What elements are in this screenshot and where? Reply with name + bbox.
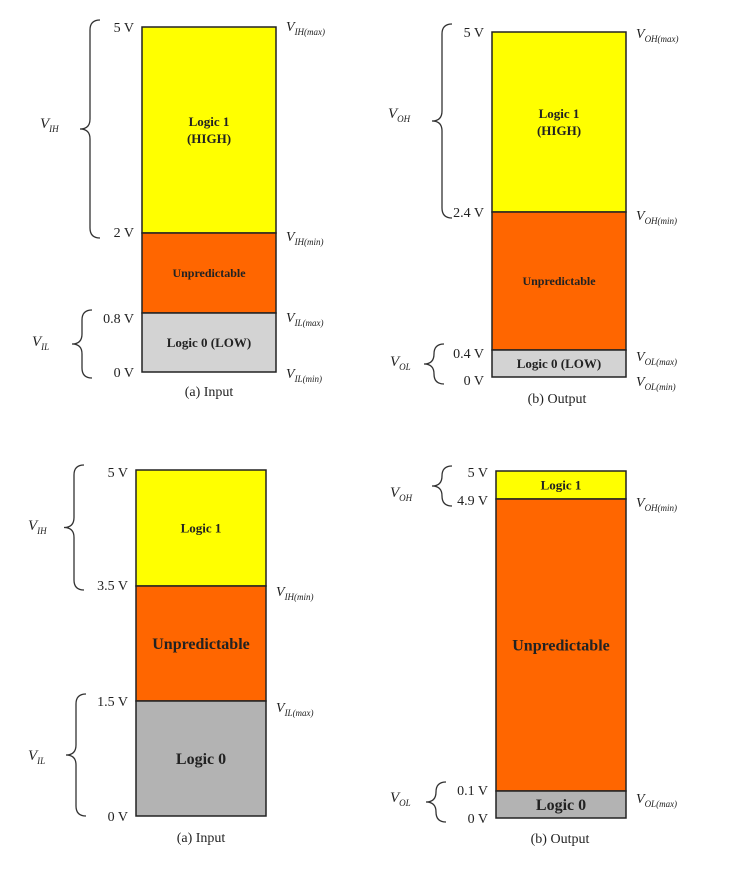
voltage-label: 0 V <box>108 810 128 825</box>
brace <box>79 19 101 239</box>
voltage-label: 0 V <box>464 374 484 389</box>
threshold-label: VOH(max) <box>636 27 679 44</box>
panel-2: Logic 1 (HIGH) Unpredictable Logic 0 (LOW) 5… <box>388 23 679 407</box>
region-undef-label: Unpredictable <box>512 638 609 655</box>
panels-layer: Logic 1 (HIGH) Unpredictable Logic 0 (LOW) 5… <box>28 19 679 847</box>
voltage-label: 0.4 V <box>453 347 484 362</box>
threshold-label: VIL(max) <box>286 311 324 328</box>
region-undef-label: Unpredictable <box>522 274 596 288</box>
brace-label: VIL <box>28 748 45 766</box>
panel-caption: (a) Input <box>177 831 226 846</box>
threshold-label: VIH(min) <box>286 230 324 247</box>
voltage-label: 2 V <box>114 226 134 241</box>
region-high-label: Logic 1 <box>541 478 582 493</box>
voltage-label: 0 V <box>468 812 488 827</box>
region-high-label: Logic 1 <box>539 106 580 121</box>
brace-label: VIL <box>32 334 49 352</box>
voltage-label: 4.9 V <box>457 494 488 509</box>
region-high <box>141 26 277 234</box>
region-low-label: Logic 0 <box>536 797 586 814</box>
brace-label: VIH <box>40 116 59 134</box>
region-high-label: (HIGH) <box>187 131 231 146</box>
panel-caption: (b) Output <box>531 832 590 847</box>
region-undef-label: Unpredictable <box>172 266 246 280</box>
threshold-label: VIL(min) <box>286 367 322 384</box>
voltage-label: 0.8 V <box>103 312 134 327</box>
region-low-label: Logic 0 (LOW) <box>167 335 252 350</box>
panel-caption: (a) Input <box>185 385 234 400</box>
brace <box>423 343 445 385</box>
panel-4: Logic 1 Unpredictable Logic 0 5 V 4.9 V 0.1 V… <box>390 465 677 847</box>
brace-label: VOL <box>390 354 411 372</box>
region-low <box>135 700 267 817</box>
panel-1: Logic 1 (HIGH) Unpredictable Logic 0 (LOW) 5… <box>32 19 325 400</box>
voltage-label: 3.5 V <box>97 579 128 594</box>
threshold-label: VOH(min) <box>636 496 677 513</box>
voltage-label: 5 V <box>108 466 128 481</box>
brace <box>431 23 453 219</box>
voltage-label: 5 V <box>114 21 134 36</box>
brace <box>431 465 453 507</box>
region-high <box>495 470 627 500</box>
threshold-label: VOL(max) <box>636 350 677 367</box>
brace <box>65 693 87 817</box>
voltage-label: 5 V <box>464 26 484 41</box>
region-low <box>491 349 627 378</box>
threshold-label: VIL(max) <box>276 701 314 718</box>
voltage-label: 2.4 V <box>453 206 484 221</box>
region-high-label: Logic 1 <box>189 114 230 129</box>
region-low <box>141 312 277 373</box>
voltage-label: 1.5 V <box>97 695 128 710</box>
brace-label: VOH <box>390 485 413 503</box>
brace-label: VIH <box>28 518 47 536</box>
voltage-label: 5 V <box>468 466 488 481</box>
voltage-label: 0.1 V <box>457 784 488 799</box>
brace <box>71 309 93 379</box>
brace <box>425 781 447 823</box>
region-low-label: Logic 0 (LOW) <box>517 356 602 371</box>
brace-label: VOH <box>388 106 411 124</box>
voltage-label: 0 V <box>114 366 134 381</box>
region-low <box>495 790 627 819</box>
threshold-label: VOL(max) <box>636 792 677 809</box>
region-high-label: (HIGH) <box>537 123 581 138</box>
region-low-label: Logic 0 <box>176 751 226 768</box>
threshold-label: VOL(min) <box>636 375 676 392</box>
threshold-label: VOH(min) <box>636 209 677 226</box>
region-high <box>491 31 627 213</box>
region-high-label: Logic 1 <box>181 521 222 536</box>
threshold-label: VIH(max) <box>286 20 325 37</box>
region-undef <box>141 232 277 314</box>
region-undef-label: Unpredictable <box>152 636 249 653</box>
brace <box>63 464 85 591</box>
brace-label: VOL <box>390 790 411 808</box>
region-undef <box>135 585 267 702</box>
panel-caption: (b) Output <box>528 392 587 407</box>
panel-3: Logic 1 Unpredictable Logic 0 5 V 3.5 V 1.5 V… <box>28 464 314 846</box>
region-high <box>135 469 267 587</box>
region-undef <box>491 211 627 351</box>
threshold-label: VIH(min) <box>276 585 314 602</box>
